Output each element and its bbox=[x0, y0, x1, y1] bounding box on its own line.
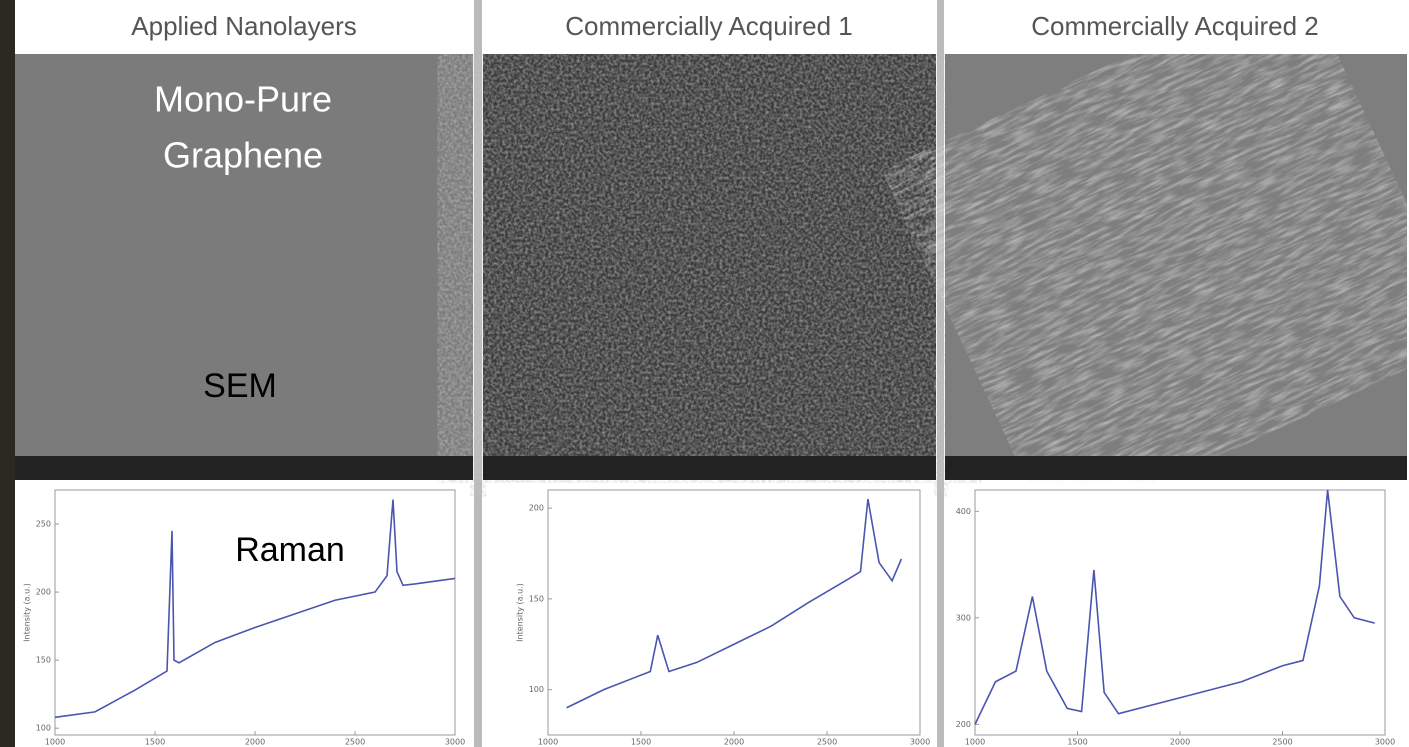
x-tick-label: 3000 bbox=[445, 738, 465, 747]
y-axis-label: Intensity (a.u.) bbox=[23, 583, 32, 642]
x-tick-label: 1500 bbox=[1067, 738, 1087, 747]
panel-title: Applied Nanolayers bbox=[131, 11, 356, 41]
x-tick-label: 3000 bbox=[1375, 738, 1395, 747]
panel-title: Commercially Acquired 2 bbox=[1031, 11, 1319, 41]
y-tick-label: 250 bbox=[36, 520, 51, 529]
left-strip bbox=[0, 0, 15, 54]
x-tick-label: 2000 bbox=[1170, 738, 1190, 747]
y-tick-label: 100 bbox=[529, 685, 544, 694]
x-tick-label: 2500 bbox=[817, 738, 837, 747]
overlay-label: SEM bbox=[203, 367, 277, 405]
panel-title: Commercially Acquired 1 bbox=[565, 11, 853, 41]
separator bbox=[474, 0, 482, 54]
y-tick-label: 200 bbox=[529, 504, 544, 513]
x-tick-label: 1000 bbox=[45, 738, 65, 747]
overlay-label: Graphene bbox=[163, 135, 323, 176]
sem-texture bbox=[483, 54, 936, 456]
y-tick-label: 400 bbox=[956, 507, 971, 516]
x-tick-label: 2500 bbox=[345, 738, 365, 747]
x-tick-label: 1000 bbox=[538, 738, 558, 747]
sem-info-bar bbox=[483, 456, 936, 480]
y-axis-label: Intensity (a.u.) bbox=[516, 583, 525, 642]
sem-info-bar bbox=[945, 456, 1407, 480]
x-tick-label: 2500 bbox=[1272, 738, 1292, 747]
x-tick-label: 1500 bbox=[631, 738, 651, 747]
y-tick-label: 300 bbox=[956, 613, 971, 622]
plot-background bbox=[20, 483, 470, 747]
spectra: 1000 1500 2000 2500 3000 100 150 200 250 Intensit… bbox=[20, 483, 1405, 747]
y-tick-label: 150 bbox=[529, 594, 544, 603]
overlay-label: Mono-Pure bbox=[154, 79, 332, 120]
sem-info-bar bbox=[15, 456, 473, 480]
x-tick-label: 1000 bbox=[965, 738, 985, 747]
x-tick-label: 2000 bbox=[724, 738, 744, 747]
x-tick-label: 3000 bbox=[910, 738, 930, 747]
overlay-label: Raman bbox=[235, 531, 345, 569]
separator bbox=[937, 0, 944, 54]
separator bbox=[937, 0, 944, 747]
figure: Applied Nanolayers Commercially Acquired… bbox=[0, 0, 1409, 747]
x-tick-label: 2000 bbox=[245, 738, 265, 747]
y-tick-label: 200 bbox=[956, 720, 971, 729]
y-tick-label: 200 bbox=[36, 588, 51, 597]
left-strip bbox=[0, 0, 15, 747]
y-tick-label: 100 bbox=[36, 724, 51, 733]
x-tick-label: 1500 bbox=[145, 738, 165, 747]
plot-background bbox=[486, 483, 934, 747]
separator bbox=[474, 0, 482, 747]
plot-background bbox=[948, 483, 1405, 747]
y-tick-label: 150 bbox=[36, 656, 51, 665]
